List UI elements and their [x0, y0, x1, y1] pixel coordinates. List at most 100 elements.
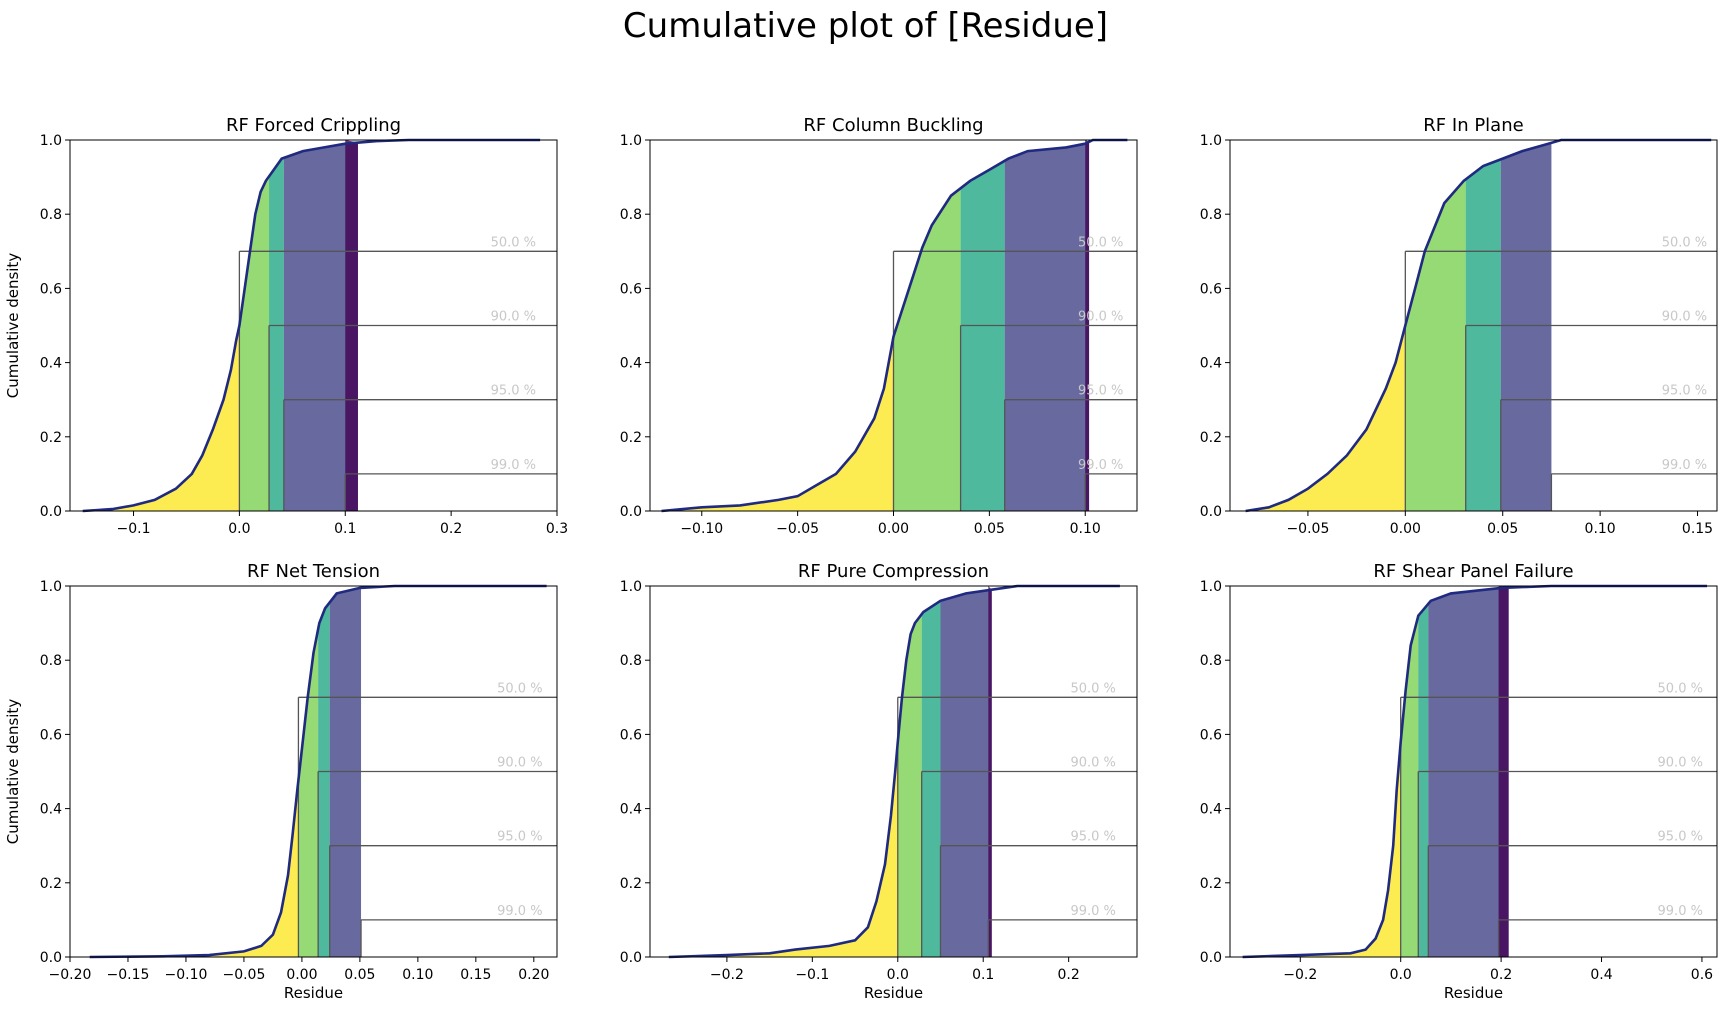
band-1: [82, 325, 240, 511]
y-tick-label: 0.8: [40, 653, 62, 669]
percentile-label: 95.0 %: [1662, 384, 1707, 399]
percentile-label: 95.0 %: [1658, 830, 1703, 845]
x-tick-label: 0.2: [1490, 967, 1512, 983]
band-4: [283, 142, 358, 511]
y-tick-label: 0.6: [620, 281, 642, 297]
percentile-label: 99.0 %: [1078, 458, 1123, 473]
y-tick-label: 1.0: [1200, 579, 1222, 595]
cumulative-curve: [1245, 138, 1712, 513]
band-3: [269, 157, 284, 512]
subplot-4: 50.0 % 90.0 % 95.0 % 99.0 % −0.20 −0.15 −0.10−…: [4, 561, 558, 1002]
x-tick-label: 0.05: [974, 521, 1005, 537]
percentile-label: 99.0 %: [1658, 904, 1703, 919]
y-tick-label: 0.6: [40, 727, 62, 743]
band-4: [329, 587, 362, 957]
y-tick-label: 0.0: [1200, 504, 1222, 520]
band-3: [960, 160, 1005, 511]
subplot-2: 50.0 % 90.0 % 95.0 % 99.0 % −0.10 −0.05 0.00 0.…: [620, 115, 1138, 537]
percentile-label: 99.0 %: [497, 904, 542, 919]
x-tick-label: −0.10: [164, 967, 207, 983]
y-axis-label: Cumulative density: [4, 253, 22, 399]
axes-frame: [1229, 585, 1718, 958]
percentile-label: 90.0 %: [1078, 310, 1123, 325]
band-4: [1004, 141, 1090, 512]
y-tick-label: 1.0: [40, 579, 62, 595]
x-tick-label: 0.0: [1390, 967, 1412, 983]
x-tick-label: 0.05: [344, 967, 375, 983]
y-tick-label: 1.0: [620, 579, 642, 595]
x-tick-label: 0.2: [440, 521, 462, 537]
x-tick-label: 0.0: [228, 521, 250, 537]
x-tick-label: 0.10: [1070, 521, 1101, 537]
percentile-label: 95.0 %: [1078, 384, 1123, 399]
axes-frame: [649, 585, 1138, 958]
band-2: [897, 614, 922, 957]
percentile-label: 50.0 %: [1662, 235, 1707, 250]
band-1: [1245, 325, 1406, 511]
band-2: [893, 188, 961, 512]
x-axis-label: Residue: [1444, 984, 1503, 1002]
y-tick-label: 0.4: [620, 356, 642, 372]
y-tick-label: 0.6: [1200, 727, 1222, 743]
y-tick-label: 0.0: [40, 504, 62, 520]
x-tick-label: 0.1: [972, 967, 994, 983]
y-tick-label: 0.0: [1200, 950, 1222, 966]
band-1: [661, 336, 894, 511]
band-3: [921, 600, 941, 957]
subplot-5: 50.0 % 90.0 % 95.0 % 99.0 % −0.2 −0.1 0.0 0.1 0.…: [620, 561, 1138, 1002]
subplot-title: RF Pure Compression: [798, 561, 989, 582]
axes-frame: [69, 139, 558, 512]
band-3: [318, 602, 330, 957]
percentile-label: 50.0 %: [497, 681, 542, 696]
y-tick-label: 0.6: [1200, 281, 1222, 297]
x-tick-label: 0.10: [402, 967, 433, 983]
band-3: [1465, 159, 1501, 512]
y-tick-label: 0.8: [1200, 653, 1222, 669]
percentile-label: 99.0 %: [1070, 904, 1115, 919]
figure-title: Cumulative plot of [Residue]: [622, 6, 1109, 46]
y-tick-label: 0.2: [40, 430, 62, 446]
x-tick-label: 0.00: [878, 521, 909, 537]
cumulative-curve: [82, 138, 541, 513]
y-tick-label: 0.6: [620, 727, 642, 743]
x-tick-label: 0.4: [1590, 967, 1612, 983]
percentile-label: 90.0 %: [497, 756, 542, 771]
x-tick-label: 0.3: [546, 521, 568, 537]
band-1: [89, 779, 299, 957]
y-tick-label: 0.2: [40, 876, 62, 892]
y-tick-label: 0.2: [620, 876, 642, 892]
x-axis-label: Residue: [284, 984, 343, 1002]
subplot-title: RF Column Buckling: [803, 115, 983, 136]
y-tick-label: 0.2: [1200, 430, 1222, 446]
cumulative-curve: [89, 584, 547, 959]
subplot-6: 50.0 % 90.0 % 95.0 % 99.0 % −0.2 0.0 0.2 0.4 0.6…: [1200, 561, 1718, 1002]
x-tick-label: 0.6: [1691, 967, 1713, 983]
y-tick-label: 0.8: [40, 207, 62, 223]
band-1: [1242, 741, 1401, 957]
x-tick-label: −0.1: [795, 967, 829, 983]
percentile-label: 95.0 %: [491, 384, 536, 399]
subplot-title: RF Forced Crippling: [226, 115, 401, 136]
cumulative-curve: [1242, 584, 1707, 959]
x-tick-label: −0.05: [1286, 521, 1329, 537]
y-tick-label: 0.0: [620, 504, 642, 520]
subplot-3: 50.0 % 90.0 % 95.0 % 99.0 % −0.05 0.00 0.05 0.1…: [1200, 115, 1718, 537]
band-3: [1418, 603, 1429, 957]
y-tick-label: 0.2: [620, 430, 642, 446]
y-tick-label: 1.0: [40, 133, 62, 149]
y-tick-label: 0.6: [40, 281, 62, 297]
y-axis-label: Cumulative density: [4, 699, 22, 845]
x-axis-label: Residue: [864, 984, 923, 1002]
band-2: [239, 176, 270, 511]
x-tick-label: 0.00: [286, 967, 317, 983]
percentile-label: 90.0 %: [1658, 756, 1703, 771]
y-tick-label: 0.0: [620, 950, 642, 966]
x-tick-label: 0.15: [460, 967, 491, 983]
y-tick-label: 0.4: [1200, 802, 1222, 818]
y-tick-label: 0.4: [620, 802, 642, 818]
band-4: [1500, 142, 1552, 511]
x-tick-label: −0.05: [222, 967, 265, 983]
x-tick-label: 0.2: [1058, 967, 1080, 983]
x-tick-label: −0.1: [117, 521, 151, 537]
